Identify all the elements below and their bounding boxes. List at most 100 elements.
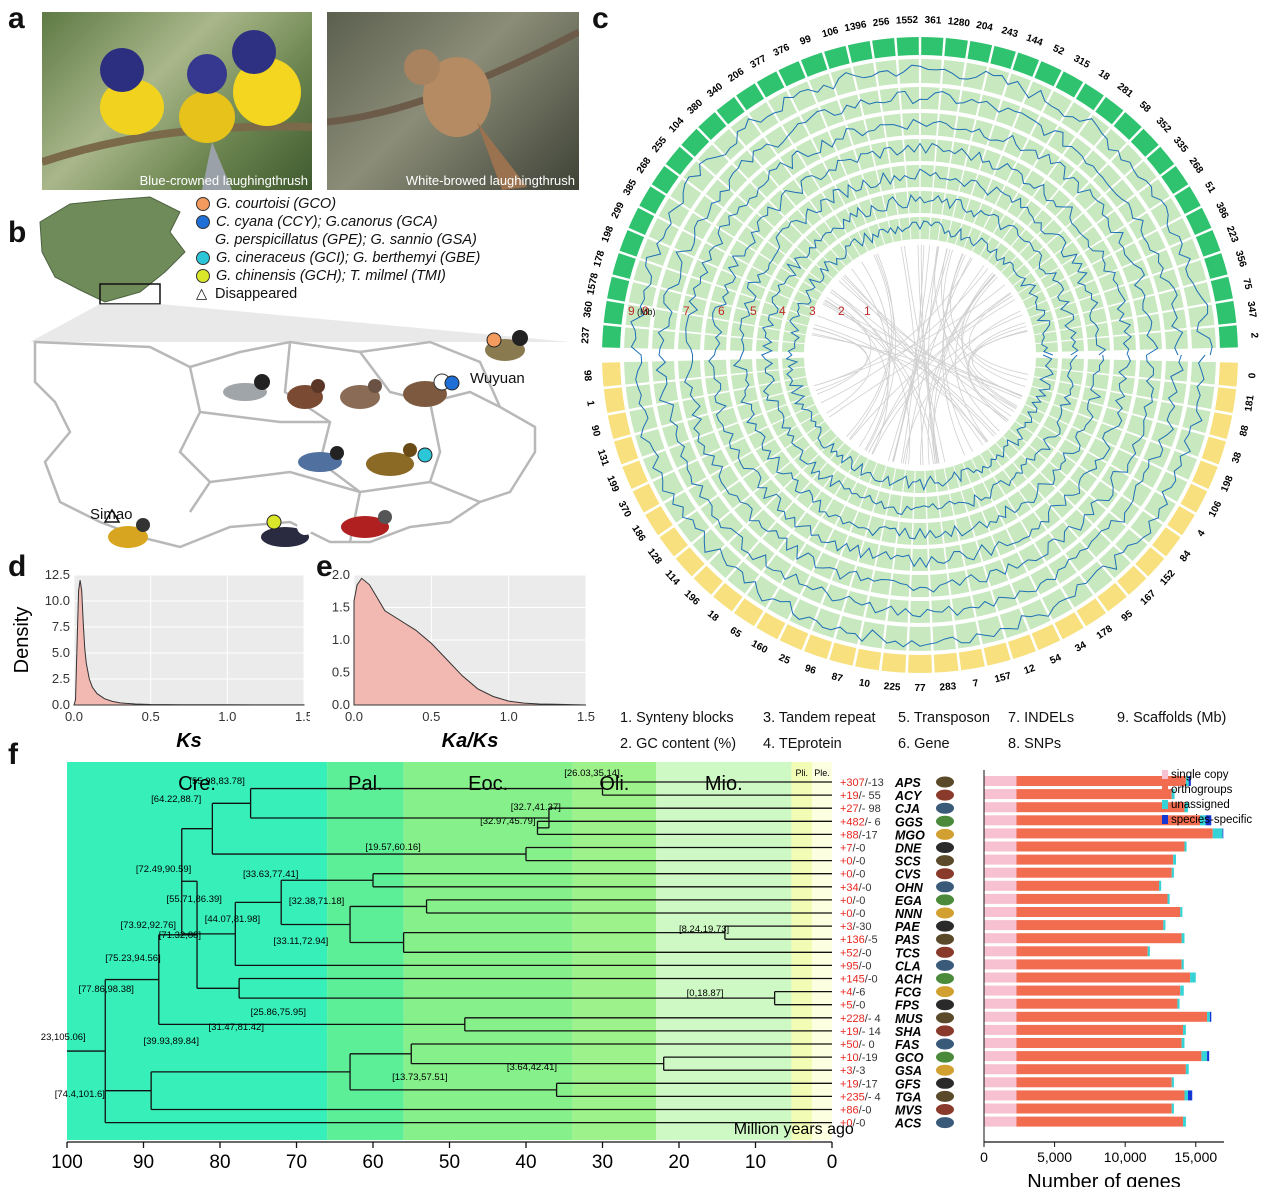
scaffold-size-label: 335 [1171,135,1190,155]
track-segment [813,429,837,452]
track-segment [1030,472,1056,499]
scaffold-segment [1034,61,1062,87]
track-segment [1117,195,1147,223]
synteny-link [813,328,868,391]
synteny-link [892,245,931,462]
taxon-label: APS [894,776,921,790]
track-segment [1103,285,1129,306]
track-segment [854,145,875,171]
track-segment [1162,309,1187,331]
track-segment [762,393,787,412]
gene-gain-loss-label: +136/-5 [840,934,878,946]
legend-scaffolds: 9. Scaffolds (Mb) [1117,710,1227,726]
scaffold-size-label: 12 [1023,663,1038,677]
bar-segment [1016,789,1172,800]
track-segment [738,182,766,210]
scaffold-segment [1210,276,1233,302]
track-segment [756,327,781,341]
track-segment [692,529,725,562]
track-segment [982,505,1004,532]
track-segment [782,565,810,595]
bar-segment [984,985,1017,996]
track-segment [830,443,852,467]
bar-segment [1188,1090,1193,1101]
bar-segment [1016,1038,1182,1048]
track-segment [1111,449,1139,475]
bar-segment [984,1038,1017,1048]
bar-segment [1147,946,1150,957]
scaffold-size-label: 385 [621,177,639,197]
track-segment [1009,421,1034,443]
track-segment [642,450,674,480]
track-segment [887,599,909,623]
track-segment [835,208,856,234]
track-segment [745,541,775,572]
legend-synteny: 1. Synteny blocks [620,710,734,726]
bar-segment [1016,1011,1208,1022]
track-segment [984,208,1005,234]
synteny-link [838,280,1017,410]
epoch-label: Ple. [814,768,830,778]
track-segment [896,521,913,545]
scaffold-segment [713,582,743,612]
gene-gain-loss-label: +482/- 6 [840,816,881,828]
track-segment [748,102,779,134]
bar-segment [1180,985,1184,996]
bar-segment [1171,1103,1174,1114]
track-segment [987,243,1009,266]
epoch-label: Pal. [348,773,382,795]
scaffold-segment [990,45,1016,69]
track-segment [920,139,936,162]
scaffold-segment [1185,207,1212,235]
scaffold-size-label: 243 [1000,25,1019,40]
track-segment [875,544,895,570]
track-segment [972,482,993,508]
track-segment [1080,561,1113,594]
track-segment [1076,226,1103,251]
track-segment [870,195,887,220]
bar-segment [1163,920,1166,931]
track-segment [869,463,886,487]
scaffold-size-label: 1396 [844,19,868,34]
signal-track [630,64,1213,648]
bar-segment [1016,893,1168,904]
gene-gain-loss-label: +52/-0 [840,947,872,959]
track-segment [1079,452,1107,478]
bar-segment [984,946,1017,957]
bar-segment [1016,946,1148,957]
density-area [353,577,587,706]
track-segment [782,367,806,381]
gene-gain-loss-label: +0/-0 [840,895,865,907]
bird-thumbnail [936,999,954,1011]
track-segment [747,509,776,538]
track-segment [887,139,905,164]
track-segment [805,229,829,254]
track-segment [871,141,890,167]
taxon-label: GSA [895,1064,922,1078]
legend-label: species-specific [1171,814,1252,826]
bar-segment [1016,933,1182,944]
track-segment [881,519,899,544]
bar-segment [1016,959,1182,970]
track-segment [705,318,729,336]
track-segment [1158,289,1184,312]
synteny-link [969,293,1028,381]
bar-segment [1222,828,1224,839]
taxon-label: GCO [895,1051,924,1065]
synteny-link [893,246,939,462]
track-segment [1003,429,1027,452]
scaffold-segment [1201,436,1226,465]
track-segment [629,406,658,434]
track-segment [813,462,837,488]
track-segment [734,495,763,524]
track-segment [987,124,1011,152]
track-segment [1107,391,1133,413]
scaffold-size-label: 160 [749,638,769,656]
legend-text: C. cyana (CCY); G.canorus (GCA) [216,214,438,230]
track-segment [1068,267,1095,288]
track-segment [921,59,942,84]
track-segment [809,162,833,189]
epoch-label: Mio. [705,773,743,795]
track-segment [911,548,929,571]
scaffold-segment [1204,253,1228,279]
